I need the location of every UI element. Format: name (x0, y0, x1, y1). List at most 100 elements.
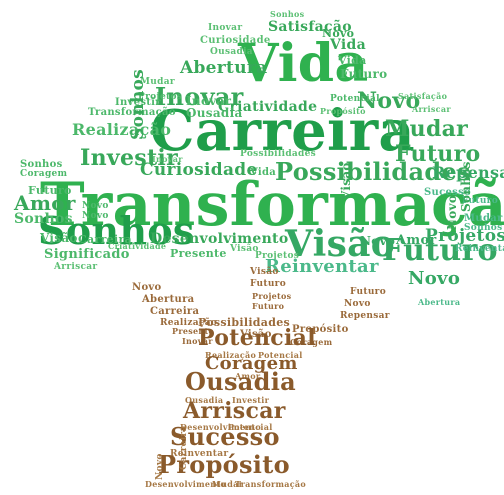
word-coragem-left: Coragem (20, 169, 68, 179)
word-realizacao-trunk2: Realização (205, 350, 257, 360)
word-desenvolvimento-base: Desenvolvimento (145, 479, 227, 489)
word-sonhos-large: Sonhos (38, 208, 195, 253)
word-coragem: Coragem (205, 353, 298, 374)
word-projetos-trunk: Projetos (252, 291, 292, 301)
word-projetos-under: Projetos (255, 251, 300, 261)
word-ousadia-small: Ousadia (185, 395, 224, 405)
word-vida-top2: Vida (338, 54, 367, 67)
word-arriscar-left: Arriscar (54, 262, 98, 272)
word-futuro-trunk3: Futuro (350, 287, 387, 297)
word-repensar: Repensar (432, 163, 504, 182)
word-futuro-far: Futuro (462, 196, 499, 206)
word-futuro-trunk2: Futuro (252, 301, 285, 311)
word-amor-trunk: Amor (235, 371, 261, 381)
word-satisfacao-right: Satisfação (398, 91, 448, 101)
word-potencial-top: Potencial (330, 94, 380, 104)
word-possibilidades-small: Possibilidades (240, 149, 317, 159)
word-carreira: Carreira (150, 98, 415, 164)
word-mudar-far: Mudar (464, 213, 503, 224)
word-novo-vertical: Novo (445, 194, 459, 230)
word-carreira-vertical-trunk: Carreira (179, 425, 189, 470)
word-curiosidade-top: Curiosidade (200, 35, 271, 46)
word-carreira-small: Carreira (78, 233, 132, 246)
word-arriscar-right: Arriscar (412, 104, 451, 114)
word-visao-trunk-top: Visão (250, 267, 279, 277)
word-reinventar-far: Reinventar (455, 244, 504, 254)
word-inovar-top: Inovar (208, 23, 243, 33)
word-reinventar-trunk: Reinventar (170, 449, 229, 459)
word-inovar-small: Inovar (186, 94, 232, 108)
word-futuro-left: Futuro (28, 184, 72, 197)
word-novo-trunk: Novo (132, 282, 162, 293)
word-investir-small: Investir (115, 97, 161, 108)
word-desenvolvimento-trunk: Desenvolvimento (180, 422, 262, 432)
word-sonhos-tiny: Sonhos (20, 159, 63, 170)
word-visao-large: Visão (285, 223, 396, 265)
word-abertura: Abertura (180, 58, 268, 78)
word-visao-trunk: Visão (240, 329, 272, 340)
word-transformacao: Transformação (40, 170, 504, 240)
word-proposito-trunk: Propósito (292, 324, 349, 335)
word-satisfacao: Satisfação (268, 19, 352, 35)
word-mudar-base: Mudar (212, 479, 244, 489)
word-investir-trunk: Investir (232, 395, 270, 405)
word-criatividade-small: Criatividade (108, 241, 167, 251)
word-visao-vertical: Visão (339, 162, 353, 200)
word-vida-small: Vida (330, 37, 366, 53)
word-novo-left2: Novo (82, 211, 109, 221)
word-sonhos-vertical: Sonhos (128, 68, 148, 140)
word-visao-left: Visão (40, 231, 78, 245)
word-sucesso: Sucesso (170, 422, 280, 451)
word-presente-trunk: Presente (172, 326, 214, 336)
word-ousadia-trunk: Ousadia (185, 367, 296, 396)
word-realizacao: Realização (72, 120, 172, 139)
word-futuro-top: Futuro (340, 67, 388, 81)
word-transformacao-base: Transformação (235, 479, 307, 489)
word-possibilidades: Possibilidades (275, 157, 471, 186)
word-repensar-trunk: Repensar (340, 311, 390, 321)
word-sonhos-vertical-right: Sonhos (459, 161, 473, 212)
word-proposito-top: Propósito (320, 106, 366, 116)
word-sonhos-top: Sonhos (270, 9, 305, 19)
word-novo-trunk2: Novo (344, 299, 371, 309)
word-presente: Presente (170, 247, 227, 260)
word-potencial-trunk2: Potencial (228, 422, 273, 432)
word-mudar-small: Mudar (140, 77, 175, 87)
word-investir: Investir (80, 145, 178, 171)
word-abertura-trunk: Abertura (142, 294, 195, 305)
word-transformacao-small: Transformação (88, 107, 176, 118)
word-amor-right: Amor (396, 233, 437, 248)
word-inovar-trunk: Inovar (182, 336, 213, 346)
word-mudar: Mudar (385, 116, 469, 142)
word-futuro-right: Futuro (395, 141, 481, 167)
word-inovar: Inovar (155, 82, 244, 111)
word-coragem-trunk: Coragem (290, 337, 333, 347)
word-amor-left: Amor (14, 191, 76, 215)
word-potencial: Potencial (198, 325, 316, 351)
word-ousadia-top: Ousadia (210, 47, 253, 57)
word-possibilidades-trunk: Possibilidades (198, 316, 291, 329)
word-vida: Vida (238, 33, 369, 94)
word-sonhos-far: Sonhos (464, 223, 503, 233)
word-ativar: Inovar (152, 154, 183, 164)
word-realizacao-trunk: Realização (160, 318, 218, 328)
word-proposito: Propósito (158, 450, 290, 479)
word-futuro-trunk: Futuro (250, 279, 287, 289)
word-abertura-far: Abertura (418, 297, 461, 307)
word-novo-mid: Novo (357, 88, 421, 114)
word-novo-right: Novo (360, 234, 396, 248)
word-desenvolvimento: Desenvolvimento (150, 231, 289, 247)
word-novo-right2: Novo (408, 268, 461, 289)
word-criatividade: Criatividade (218, 99, 318, 115)
word-projetos-left: Projetos (138, 92, 183, 102)
word-arriscar: Arriscar (183, 398, 286, 424)
word-sonhos-small: Sonhos (14, 211, 73, 227)
word-potencial-small: Potencial (258, 350, 303, 360)
word-futuro-large: Futuro (382, 233, 498, 268)
word-reinventar: Reinventar (265, 256, 379, 277)
word-ousadia: Ousadia (186, 106, 243, 120)
word-visao-under: Visão (230, 244, 259, 254)
word-novo-left: Novo (82, 201, 109, 211)
word-sucesso-right: Sucesso (424, 187, 471, 198)
